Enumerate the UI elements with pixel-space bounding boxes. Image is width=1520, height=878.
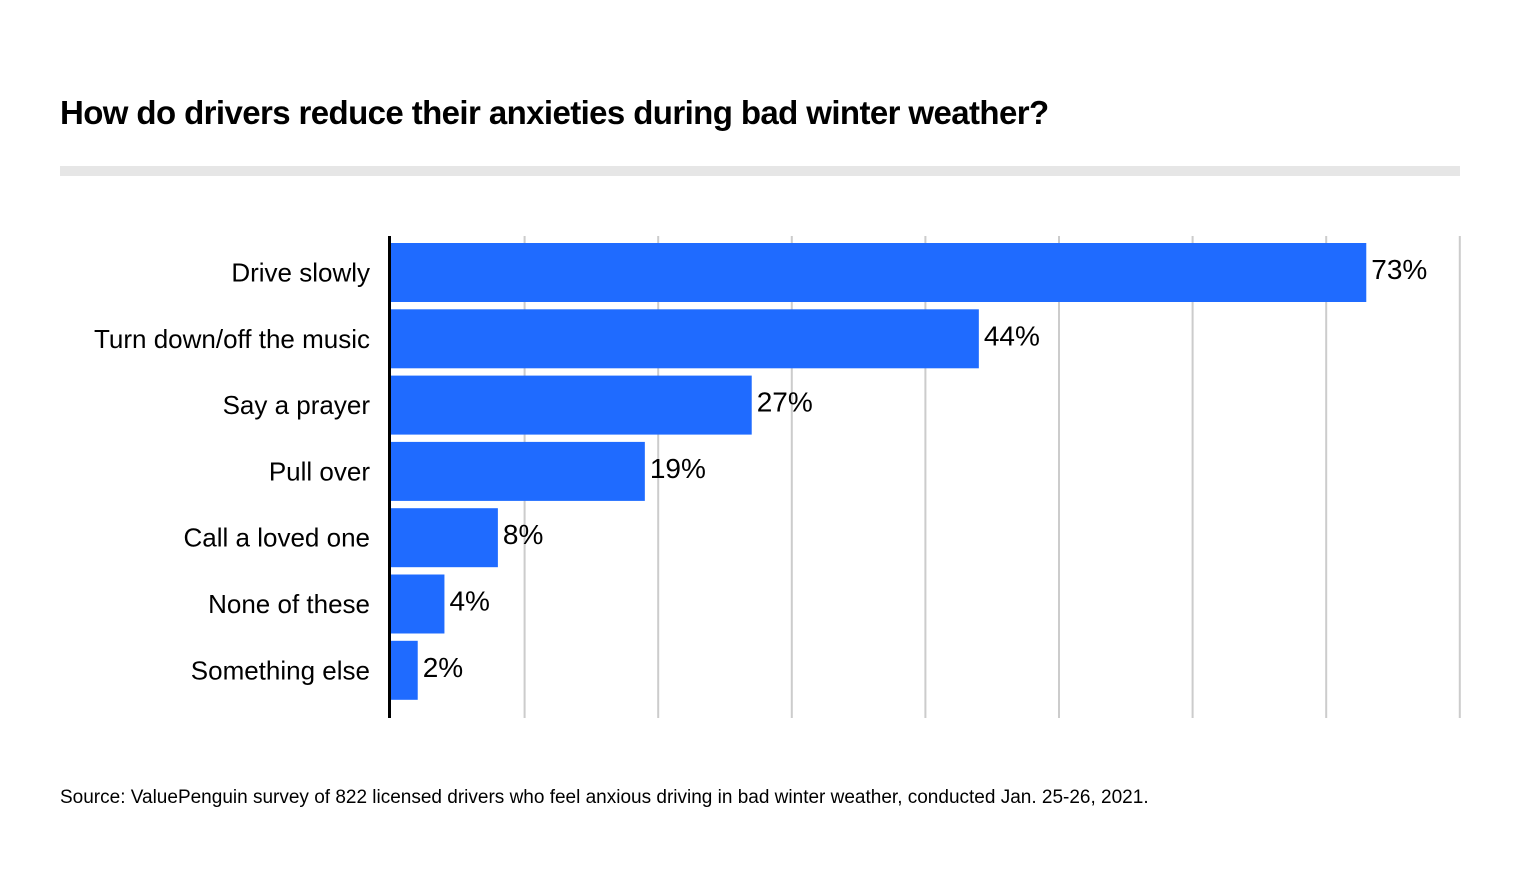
bars: [391, 243, 1367, 700]
value-label: 27%: [757, 387, 813, 418]
bar: [391, 574, 445, 634]
category-label: Turn down/off the music: [94, 324, 370, 354]
bar: [391, 375, 752, 435]
bar: [391, 640, 418, 700]
title-divider: [60, 166, 1460, 176]
category-label: Something else: [191, 655, 370, 685]
value-label: 4%: [449, 586, 489, 617]
bar: [391, 309, 979, 369]
category-labels: Drive slowly Turn down/off the music Say a…: [94, 258, 370, 686]
value-labels: 73% 44% 27% 19% 8% 4% 2%: [423, 254, 1428, 683]
category-label: Say a prayer: [223, 390, 371, 420]
value-label: 19%: [650, 453, 706, 484]
value-label: 44%: [984, 320, 1040, 351]
category-label: Pull over: [269, 456, 370, 486]
category-label: Call a loved one: [184, 523, 370, 553]
bar: [391, 243, 1367, 302]
category-label: Drive slowly: [231, 258, 370, 288]
value-label: 73%: [1371, 254, 1427, 285]
source-note: Source: ValuePenguin survey of 822 licen…: [60, 787, 1149, 808]
bar: [391, 441, 645, 501]
category-label: None of these: [208, 589, 370, 619]
value-label: 8%: [503, 519, 543, 550]
value-label: 2%: [423, 652, 463, 683]
chart-title: How do drivers reduce their anxieties du…: [60, 94, 1049, 131]
bar: [391, 508, 498, 568]
